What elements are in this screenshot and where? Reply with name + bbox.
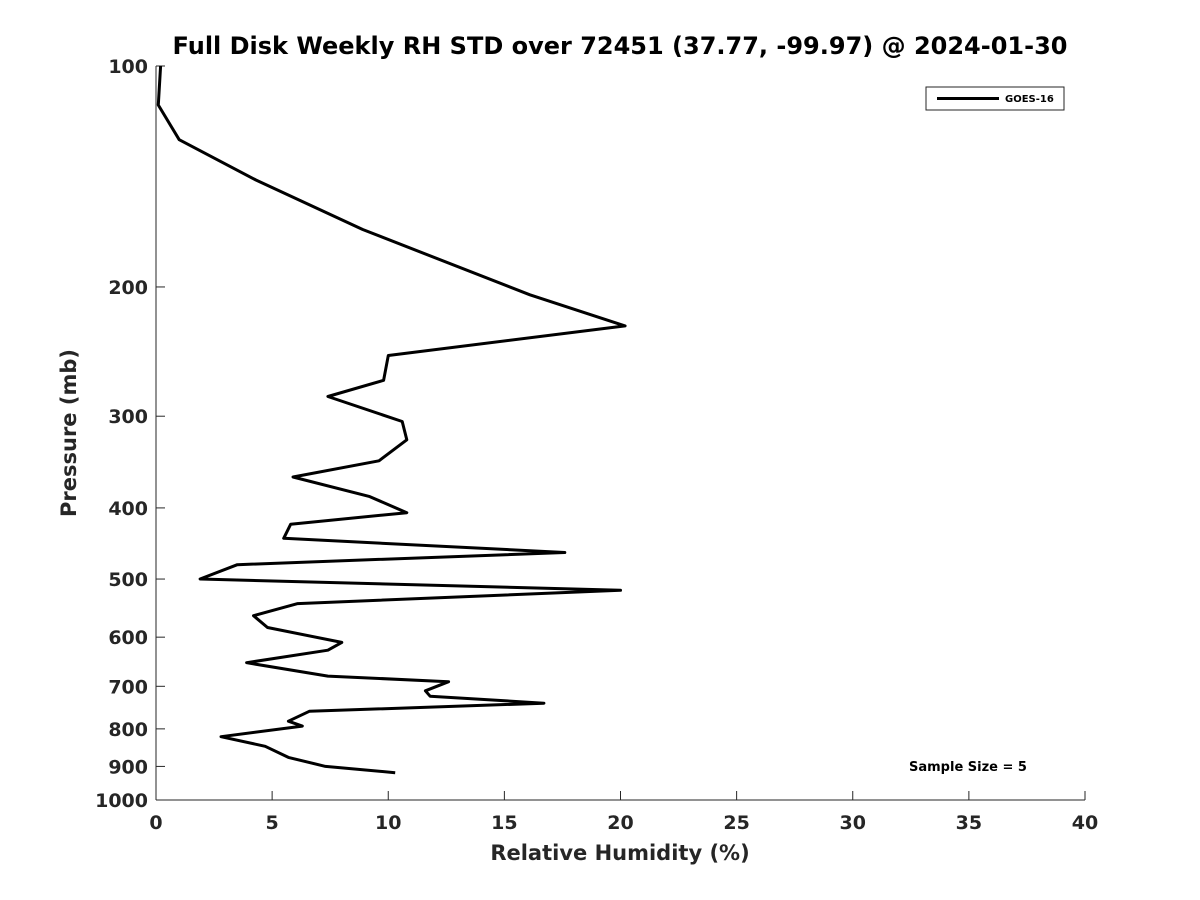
x-tick-label: 40 [1072, 812, 1098, 834]
y-axis-label: Pressure (mb) [57, 349, 81, 517]
y-tick-label: 400 [108, 498, 148, 520]
y-tick-label: 1000 [95, 790, 148, 812]
x-axis-ticks: 0 5 10 15 20 25 30 35 40 [149, 791, 1098, 834]
legend-entry-goes-16: GOES-16 [1005, 94, 1054, 105]
series-line-goes-16 [156, 65, 627, 775]
x-tick-label: 25 [723, 812, 749, 834]
legend: GOES-16 [925, 86, 1065, 111]
y-tick-label: 200 [108, 277, 148, 299]
y-tick-label: 700 [108, 676, 148, 698]
x-tick-label: 20 [607, 812, 633, 834]
x-tick-label: 35 [956, 812, 982, 834]
chart-title: Full Disk Weekly RH STD over 72451 (37.7… [173, 32, 1068, 60]
y-axis-ticks: 100 200 300 400 500 600 700 800 900 1000 [95, 56, 165, 812]
y-tick-label: 900 [108, 756, 148, 778]
x-tick-label: 0 [149, 812, 162, 834]
x-axis-label: Relative Humidity (%) [490, 841, 749, 865]
series-group [156, 65, 627, 775]
y-tick-label: 500 [108, 569, 148, 591]
x-tick-label: 30 [840, 812, 866, 834]
y-tick-label: 100 [108, 56, 148, 78]
plot-area: 0 5 10 15 20 25 30 35 40 100 200 300 400 500 600 700 80… [95, 56, 1098, 834]
y-tick-label: 800 [108, 719, 148, 741]
x-tick-label: 15 [491, 812, 517, 834]
y-tick-label: 600 [108, 627, 148, 649]
x-tick-label: 10 [375, 812, 401, 834]
y-tick-label: 300 [108, 406, 148, 428]
sample-size-annotation: Sample Size = 5 [909, 760, 1027, 775]
x-tick-label: 5 [266, 812, 279, 834]
